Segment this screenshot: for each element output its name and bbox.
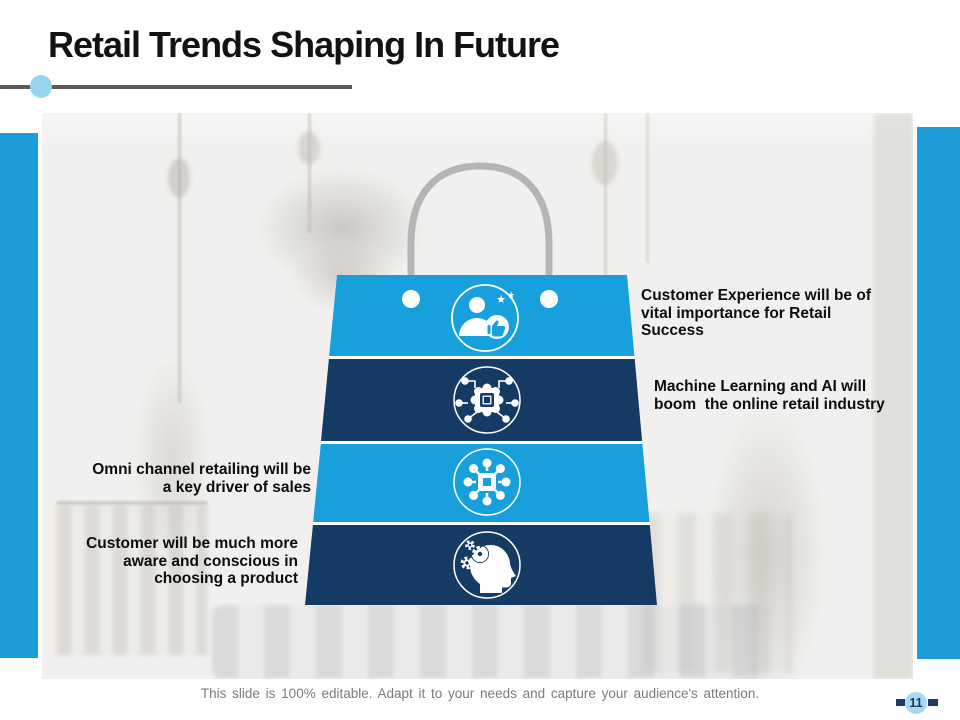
star-icon: ★ <box>507 290 515 300</box>
title-underline <box>0 85 352 89</box>
omni-channel-network-icon <box>453 448 521 516</box>
photo-shelving-column <box>874 113 913 679</box>
bag-handle <box>407 162 553 304</box>
footer-note: This slide is 100% editable. Adapt it to… <box>200 686 760 701</box>
bag-tier-customer-experience <box>329 275 635 356</box>
tier-label-omni-channel: Omni channel retailing will be a key dri… <box>92 461 311 496</box>
page-badge-left-square <box>896 699 905 706</box>
thinking-head-gears-icon <box>453 531 521 599</box>
photo-rope-knot <box>298 131 320 165</box>
left-accent-bar <box>0 133 38 658</box>
bag-grommet-left <box>402 290 420 308</box>
photo-clothes-rail <box>57 501 207 505</box>
photo-hanging-cord <box>646 113 649 263</box>
page-title: Retail Trends Shaping In Future <box>48 24 560 65</box>
photo-mannequin <box>137 363 207 553</box>
bag-grommet-right <box>540 290 558 308</box>
photo-rope-knot <box>168 158 190 198</box>
customer-thumbs-up-icon: ★ ★ <box>451 284 519 352</box>
photo-hanging-clothes <box>57 505 207 655</box>
photo-pendant-lamp <box>257 168 427 288</box>
tier-label-conscious-customer: Customer will be much more aware and con… <box>86 535 298 587</box>
page-number-badge: 11 <box>905 692 927 714</box>
page-badge-right-square <box>928 699 938 706</box>
photo-pulley-hook <box>592 141 618 185</box>
tier-label-machine-learning: Machine Learning and AI will boom the on… <box>654 378 885 413</box>
right-accent-bar <box>917 127 960 659</box>
photo-hanging-cord <box>604 113 607 313</box>
title-accent-dot-icon <box>30 75 52 98</box>
photo-clothes-rack-row <box>212 605 772 679</box>
machine-learning-chip-icon <box>453 366 521 434</box>
photo-clothes-rack <box>642 513 792 673</box>
tier-label-customer-experience: Customer Experience will be of vital imp… <box>641 287 876 339</box>
photo-ceiling-band <box>42 113 913 153</box>
photo-shopper-silhouette <box>712 413 822 679</box>
photo-hanging-cord <box>178 113 181 403</box>
star-icon: ★ <box>496 294 506 306</box>
